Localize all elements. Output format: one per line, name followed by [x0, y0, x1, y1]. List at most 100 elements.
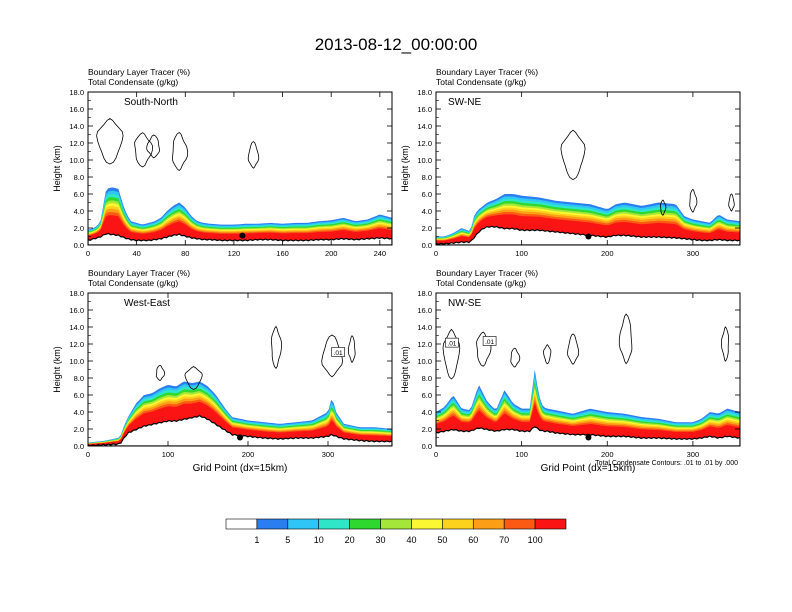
condensate-contour: [247, 141, 260, 169]
panel-header-line1: Boundary Layer Tracer (%): [436, 268, 538, 278]
y-tick-label: 14.0: [417, 122, 432, 131]
x-tick-label: 100: [515, 249, 528, 258]
y-tick-label: 12.0: [417, 139, 432, 148]
condensate-contour: [184, 366, 203, 390]
y-tick-label: 0.0: [74, 442, 84, 451]
condensate-contour: [618, 313, 633, 365]
panel-2: Boundary Layer Tracer (%)Total Condensat…: [52, 268, 393, 474]
x-tick-label: 160: [276, 249, 289, 258]
colorbar-swatch: [287, 518, 320, 530]
x-axis-label: Grid Point (dx=15km): [193, 463, 288, 474]
location-marker: [237, 434, 243, 441]
condensate-contour: [270, 325, 282, 369]
condensate-contour: [660, 199, 667, 216]
x-tick-label: 40: [132, 249, 140, 258]
y-tick-label: 2.0: [422, 425, 432, 434]
colorbar-label: 20: [345, 535, 355, 545]
y-tick-label: 0.0: [422, 241, 432, 250]
y-axis-label: Height (km): [52, 346, 62, 393]
colorbar-label: 30: [376, 535, 386, 545]
x-tick-label: 300: [687, 450, 700, 459]
x-tick-label: 300: [687, 249, 700, 258]
y-tick-label: 10.0: [417, 357, 432, 366]
x-tick-label: 0: [434, 249, 438, 258]
x-tick-label: 80: [181, 249, 189, 258]
x-tick-label: 120: [228, 249, 241, 258]
condensate-contour: [543, 344, 552, 365]
y-tick-label: 14.0: [69, 122, 84, 131]
terrain: [88, 232, 392, 245]
y-tick-label: 16.0: [69, 306, 84, 315]
panel-label: NW-SE: [448, 298, 481, 309]
y-tick-label: 8.0: [74, 173, 84, 182]
y-tick-label: 2.0: [422, 224, 432, 233]
condensate-contour: [348, 335, 356, 364]
panel-header-line2: Total Condensate (g/kg): [436, 278, 526, 288]
y-axis-label: Height (km): [52, 145, 62, 192]
y-tick-label: 4.0: [422, 408, 432, 417]
colorbar-label: 50: [437, 535, 447, 545]
panel-label: West-East: [124, 298, 170, 309]
y-tick-label: 6.0: [74, 391, 84, 400]
x-tick-label: 200: [242, 450, 255, 459]
y-tick-label: 16.0: [69, 105, 84, 114]
y-tick-label: 4.0: [422, 207, 432, 216]
colorbar-label: 100: [528, 535, 543, 545]
colorbar-label: 60: [468, 535, 478, 545]
panel-label: South-North: [124, 97, 178, 108]
contour-label: .01: [334, 350, 343, 357]
y-tick-label: 12.0: [69, 340, 84, 349]
contour-label: .01: [485, 339, 494, 346]
x-tick-label: 100: [515, 450, 528, 459]
x-tick-label: 200: [601, 249, 614, 258]
condensate-contour: [567, 333, 580, 365]
location-marker: [239, 232, 246, 239]
colorbar-swatch: [503, 518, 536, 530]
colorbar-label: 70: [499, 535, 509, 545]
panel-3: Boundary Layer Tracer (%)Total Condensat…: [400, 268, 741, 474]
panel-1: Boundary Layer Tracer (%)Total Condensat…: [400, 67, 741, 258]
condensate-contour: [689, 188, 698, 213]
x-tick-label: 100: [162, 450, 175, 459]
y-tick-label: 0.0: [422, 442, 432, 451]
y-tick-label: 16.0: [417, 105, 432, 114]
condensate-contour: [442, 328, 461, 380]
x-tick-label: 200: [601, 450, 614, 459]
x-tick-label: 0: [86, 450, 90, 459]
colorbar-swatch: [318, 518, 350, 530]
contour-label-box: [445, 337, 459, 348]
panels-group: Boundary Layer Tracer (%)Total Condensat…: [52, 67, 741, 474]
y-tick-label: 18.0: [69, 289, 84, 298]
y-tick-label: 12.0: [417, 340, 432, 349]
y-tick-label: 8.0: [422, 374, 432, 383]
y-tick-label: 16.0: [417, 306, 432, 315]
panel-0: Boundary Layer Tracer (%)Total Condensat…: [52, 67, 393, 258]
condensate-contour: [720, 326, 730, 362]
panel-header-line2: Total Condensate (g/kg): [88, 278, 178, 288]
y-tick-label: 12.0: [69, 139, 84, 148]
colorbar-swatch: [411, 518, 443, 530]
panel-header-line2: Total Condensate (g/kg): [436, 77, 526, 87]
x-tick-label: 0: [86, 249, 90, 258]
colorbar-label: 1: [254, 535, 259, 545]
panel-header-line1: Boundary Layer Tracer (%): [436, 67, 538, 77]
condensate-contour: [134, 132, 153, 168]
colorbar-swatch: [349, 518, 381, 530]
y-tick-label: 14.0: [69, 323, 84, 332]
y-axis-label: Height (km): [400, 145, 410, 192]
x-tick-label: 200: [325, 249, 338, 258]
colorbar-swatch: [472, 518, 505, 530]
condensate-contour: [171, 131, 189, 172]
condensate-contour: [155, 364, 166, 381]
colorbar-label: 10: [314, 535, 324, 545]
x-tick-label: 240: [374, 249, 387, 258]
x-axis-label: Grid Point (dx=15km): [541, 463, 636, 474]
colorbar-swatch: [225, 518, 258, 530]
panel-header-line1: Boundary Layer Tracer (%): [88, 67, 190, 77]
colorbar-label: 40: [406, 535, 416, 545]
contour-note: Total Condensate Contours: .01 to .01 by…: [595, 460, 738, 467]
panel-header-line1: Boundary Layer Tracer (%): [88, 268, 190, 278]
y-tick-label: 2.0: [74, 425, 84, 434]
y-tick-label: 10.0: [69, 357, 84, 366]
y-tick-label: 18.0: [417, 289, 432, 298]
